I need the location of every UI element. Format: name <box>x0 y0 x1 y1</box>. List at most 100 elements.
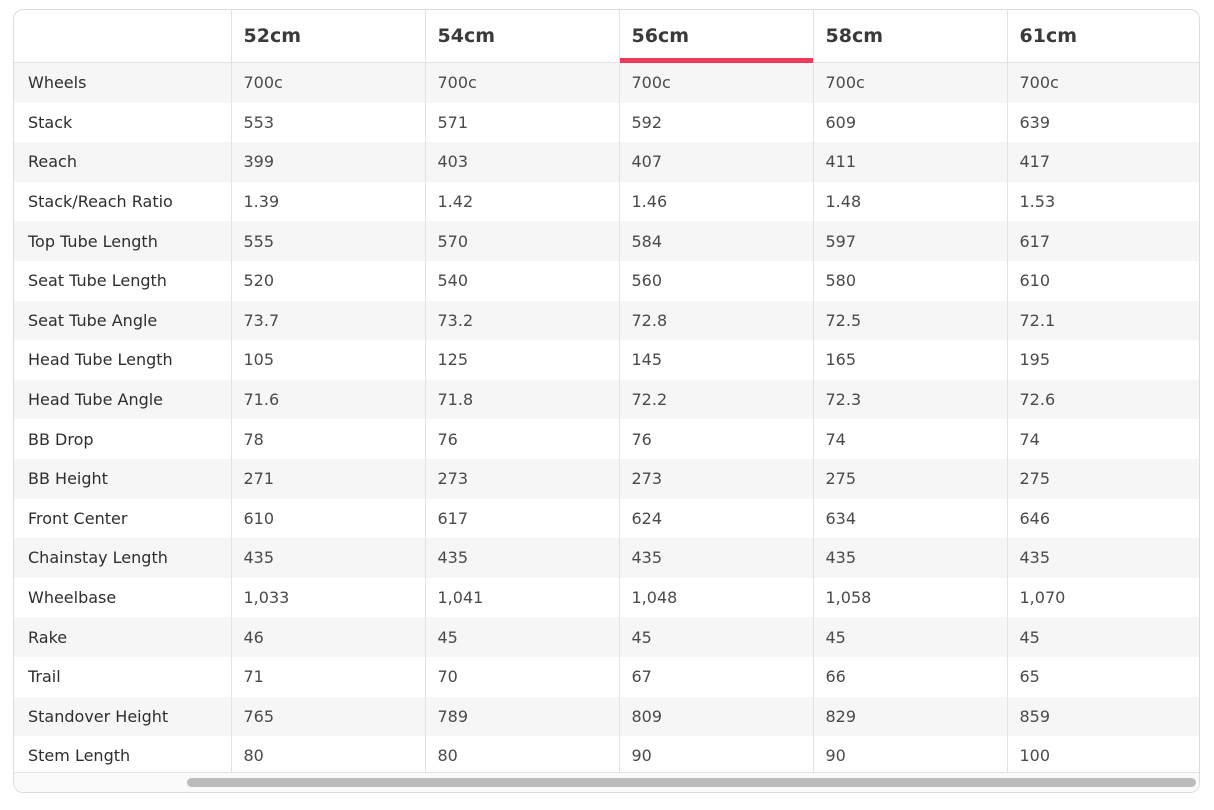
table-cell: 411 <box>812 142 1007 182</box>
table-cell: 70 <box>424 656 619 697</box>
table-row: Seat Tube Angle 73.7 73.2 72.8 72.5 72.1 <box>14 300 1199 341</box>
table-cell: 624 <box>618 498 813 539</box>
table-cell: 72.8 <box>618 300 813 341</box>
table-cell: 1.46 <box>618 181 813 222</box>
table-row: BB Drop 78 76 76 74 74 <box>14 419 1199 459</box>
table-cell: 271 <box>230 458 425 499</box>
table-row: Stack 553 571 592 609 639 <box>14 102 1199 143</box>
table-cell: 72.5 <box>812 300 1007 341</box>
row-label: Reach <box>14 142 231 182</box>
table-cell: 540 <box>424 260 619 301</box>
table-row: Seat Tube Length 520 540 560 580 610 <box>14 260 1199 301</box>
table-cell: 72.3 <box>812 379 1007 420</box>
table-cell: 634 <box>812 498 1007 539</box>
table-cell: 435 <box>1006 538 1199 578</box>
table-cell: 105 <box>230 340 425 380</box>
size-tab-52cm[interactable]: 52cm <box>230 10 425 63</box>
table-cell: 570 <box>424 221 619 261</box>
table-cell: 80 <box>424 736 619 776</box>
table-cell: 45 <box>812 617 1007 657</box>
table-cell: 580 <box>812 260 1007 301</box>
table-cell: 597 <box>812 221 1007 261</box>
table-cell: 90 <box>618 736 813 776</box>
row-label: Chainstay Length <box>14 538 231 578</box>
row-label: Trail <box>14 656 231 697</box>
table-cell: 435 <box>424 538 619 578</box>
table-row: Head Tube Angle 71.6 71.8 72.2 72.3 72.6 <box>14 379 1199 420</box>
table-cell: 639 <box>1006 102 1199 143</box>
table-cell: 646 <box>1006 498 1199 539</box>
table-row: Stem Length 80 80 90 90 100 <box>14 736 1199 776</box>
table-cell: 1.39 <box>230 181 425 222</box>
table-cell: 407 <box>618 142 813 182</box>
table-cell: 765 <box>230 696 425 737</box>
table-cell: 417 <box>1006 142 1199 182</box>
table-cell: 1.53 <box>1006 181 1199 222</box>
table-row: Trail 71 70 67 66 65 <box>14 656 1199 697</box>
size-tab-56cm-selected[interactable]: 56cm <box>618 10 813 63</box>
table-cell: 273 <box>618 458 813 499</box>
table-cell: 700c <box>812 62 1007 103</box>
table-cell: 435 <box>230 538 425 578</box>
geometry-table-card: 52cm 54cm 56cm 58cm 61cm Wheels 700c 700c 7… <box>13 9 1200 793</box>
table-cell: 571 <box>424 102 619 143</box>
table-cell: 275 <box>812 458 1007 499</box>
scrollbar-thumb[interactable] <box>187 778 1196 787</box>
table-row: Standover Height 765 789 809 829 859 <box>14 696 1199 737</box>
table-cell: 46 <box>230 617 425 657</box>
table-cell: 617 <box>424 498 619 539</box>
row-label: Wheelbase <box>14 577 231 618</box>
table-cell: 72.2 <box>618 379 813 420</box>
table-cell: 610 <box>1006 260 1199 301</box>
table-cell: 45 <box>618 617 813 657</box>
row-label: Top Tube Length <box>14 221 231 261</box>
table-cell: 73.2 <box>424 300 619 341</box>
row-label: BB Drop <box>14 419 231 459</box>
table-cell: 435 <box>618 538 813 578</box>
table-cell: 145 <box>618 340 813 380</box>
table-cell: 609 <box>812 102 1007 143</box>
table-row: Front Center 610 617 624 634 646 <box>14 498 1199 539</box>
table-cell: 1,070 <box>1006 577 1199 618</box>
table-cell: 700c <box>230 62 425 103</box>
table-row: Chainstay Length 435 435 435 435 435 <box>14 538 1199 578</box>
table-row: Stack/Reach Ratio 1.39 1.42 1.46 1.48 1.53 <box>14 181 1199 222</box>
table-cell: 76 <box>618 419 813 459</box>
table-cell: 90 <box>812 736 1007 776</box>
table-cell: 195 <box>1006 340 1199 380</box>
table-cell: 1,041 <box>424 577 619 618</box>
table-cell: 1.48 <box>812 181 1007 222</box>
table-cell: 275 <box>1006 458 1199 499</box>
size-tab-54cm[interactable]: 54cm <box>424 10 619 63</box>
table-row: Wheelbase 1,033 1,041 1,048 1,058 1,070 <box>14 577 1199 618</box>
table-cell: 859 <box>1006 696 1199 737</box>
horizontal-scrollbar[interactable] <box>14 772 1199 792</box>
size-tab-58cm[interactable]: 58cm <box>812 10 1007 63</box>
table-cell: 399 <box>230 142 425 182</box>
table-cell: 1,058 <box>812 577 1007 618</box>
row-label: Seat Tube Angle <box>14 300 231 341</box>
table-cell: 700c <box>1006 62 1199 103</box>
table-cell: 71 <box>230 656 425 697</box>
table-cell: 592 <box>618 102 813 143</box>
table-cell: 584 <box>618 221 813 261</box>
table-cell: 617 <box>1006 221 1199 261</box>
table-cell: 520 <box>230 260 425 301</box>
row-label: Standover Height <box>14 696 231 737</box>
table-cell: 45 <box>424 617 619 657</box>
table-cell: 1.42 <box>424 181 619 222</box>
row-label: Wheels <box>14 62 231 103</box>
table-cell: 125 <box>424 340 619 380</box>
table-cell: 65 <box>1006 656 1199 697</box>
table-cell: 555 <box>230 221 425 261</box>
table-cell: 809 <box>618 696 813 737</box>
row-label: Head Tube Angle <box>14 379 231 420</box>
row-label: Stack <box>14 102 231 143</box>
row-label: Seat Tube Length <box>14 260 231 301</box>
size-tab-61cm[interactable]: 61cm <box>1006 10 1199 63</box>
row-label: BB Height <box>14 458 231 499</box>
table-row: Head Tube Length 105 125 145 165 195 <box>14 340 1199 380</box>
table-cell: 273 <box>424 458 619 499</box>
table-row: Rake 46 45 45 45 45 <box>14 617 1199 657</box>
table-cell: 1,033 <box>230 577 425 618</box>
